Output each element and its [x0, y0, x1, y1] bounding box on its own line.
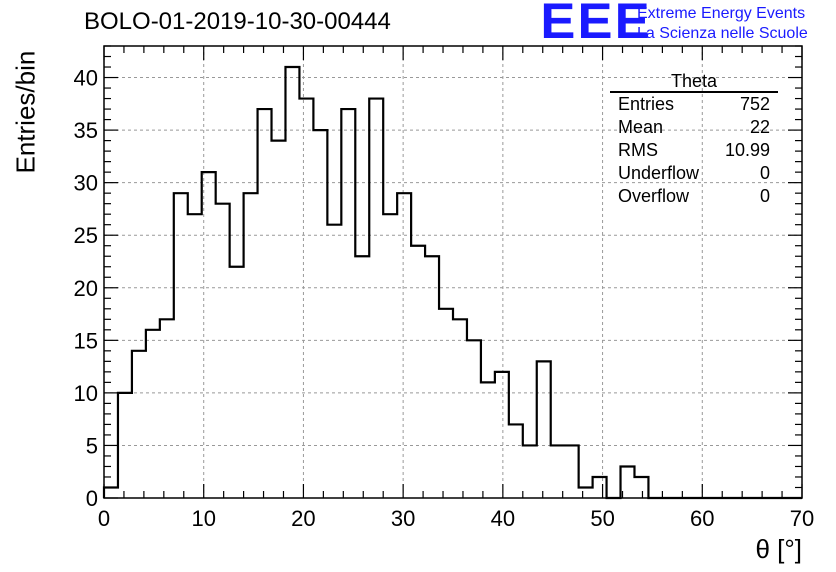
x-tick-label: 10 [191, 506, 215, 531]
histogram-bin [439, 309, 453, 498]
logo-text: Extreme Energy Events La Scienza nelle S… [637, 4, 808, 44]
histogram-bin [244, 193, 258, 498]
y-tick-label: 30 [74, 171, 98, 196]
histogram-bin [355, 256, 369, 498]
histogram-bin [341, 109, 355, 498]
stats-label: Mean [618, 117, 664, 137]
y-axis-label: Entries/bin [10, 50, 41, 174]
histogram-bin [327, 225, 341, 498]
y-tick-label: 35 [74, 118, 98, 143]
histogram-bin [634, 477, 648, 498]
y-tick-label: 20 [74, 276, 98, 301]
histogram-bin [174, 193, 188, 498]
y-tick-label: 40 [74, 66, 98, 91]
x-tick-label: 40 [491, 506, 515, 531]
stats-title: Theta [610, 72, 778, 93]
histogram-outline [102, 65, 802, 500]
histogram-bin [467, 340, 481, 498]
stats-value: 0 [759, 186, 770, 206]
stats-row: RMS 10.99 [610, 139, 778, 162]
histogram-bin [593, 477, 607, 498]
stats-row: Mean 22 [610, 116, 778, 139]
stats-row: Overflow 0 [610, 185, 778, 208]
histogram-bin [285, 67, 299, 498]
plot-frame [103, 45, 803, 499]
y-tick-label: 10 [74, 381, 98, 406]
x-axis-label: θ [°] [755, 534, 802, 564]
stats-label: Overflow [618, 186, 690, 206]
histogram-bin [160, 319, 174, 498]
x-tick-label: 70 [790, 506, 814, 531]
histogram-bin [579, 487, 593, 498]
stats-label: RMS [618, 140, 658, 160]
x-tick-label: 30 [391, 506, 415, 531]
stats-value: 22 [749, 117, 770, 137]
histogram-bin [272, 141, 286, 498]
x-tick-label: 20 [291, 506, 315, 531]
histogram-bin [425, 256, 439, 498]
histogram-bin [537, 361, 551, 498]
histogram-bin [397, 193, 411, 498]
histogram-bin [230, 267, 244, 498]
x-tick-label: 0 [98, 506, 110, 531]
chart-title: BOLO-01-2019-10-30-00444 [84, 8, 391, 35]
stats-row: Entries 752 [610, 93, 778, 116]
logo-line-2: La Scienza nelle Scuole [637, 25, 808, 42]
x-tick-label: 60 [690, 506, 714, 531]
histogram-bin [411, 246, 425, 498]
histogram-bin [565, 445, 579, 498]
histogram-bin [258, 109, 272, 498]
stats-value: 10.99 [724, 140, 770, 160]
histogram-bin [369, 99, 383, 498]
logo-line-1: Extreme Energy Events [637, 5, 806, 22]
stats-label: Underflow [618, 163, 700, 183]
histogram-bin [383, 214, 397, 498]
stats-box: Theta Entries 752 Mean 22 RMS 10.99 Underfl… [610, 72, 778, 208]
y-tick-label: 0 [86, 486, 98, 511]
histogram-bin [551, 445, 565, 498]
y-tick-label: 25 [74, 223, 98, 248]
histogram-bin [523, 445, 537, 498]
histogram-bin [132, 351, 146, 498]
histogram-bin [188, 214, 202, 498]
eee-logo: EEE [540, 0, 652, 49]
histogram-bin [481, 382, 495, 498]
stats-label: Entries [618, 94, 675, 114]
histogram-bin [216, 204, 230, 498]
histogram-bin [509, 424, 523, 498]
histogram-bin [146, 330, 160, 498]
histogram-bin [313, 130, 327, 498]
histogram-bin [299, 99, 313, 498]
x-tick-label: 50 [590, 506, 614, 531]
histogram-bin [495, 372, 509, 498]
stats-row: Underflow 0 [610, 162, 778, 185]
y-tick-label: 5 [86, 433, 98, 458]
y-tick-label: 15 [74, 328, 98, 353]
stats-value: 752 [739, 94, 770, 114]
histogram-bin [453, 319, 467, 498]
histogram-bin [104, 487, 118, 498]
stats-value: 0 [759, 163, 770, 183]
